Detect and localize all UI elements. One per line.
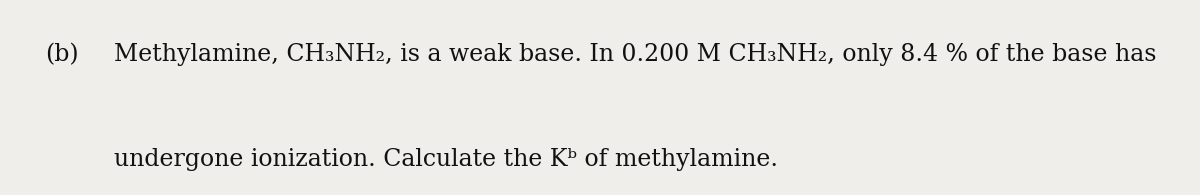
- Text: (b): (b): [46, 43, 79, 66]
- Text: Methylamine, CH₃NH₂, is a weak base. In 0.200 M CH₃NH₂, only 8.4 % of the base h: Methylamine, CH₃NH₂, is a weak base. In …: [114, 43, 1157, 66]
- Text: undergone ionization. Calculate the Kᵇ of methylamine.: undergone ionization. Calculate the Kᵇ o…: [114, 148, 778, 171]
